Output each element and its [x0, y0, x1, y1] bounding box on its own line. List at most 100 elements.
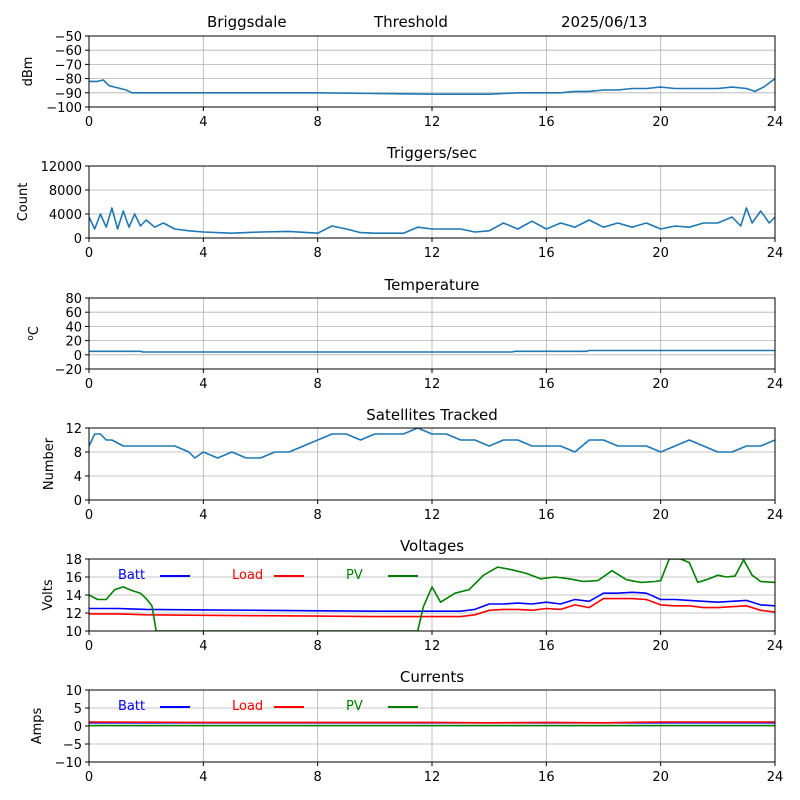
temperature-xtick-label: 24 — [767, 377, 784, 392]
triggers-ytick-label: 4000 — [49, 208, 82, 223]
triggers-xtick-label: 24 — [767, 246, 784, 261]
satellites-ytick-label: 0 — [74, 494, 82, 509]
currents-series-line-load — [89, 721, 775, 724]
voltages-legend-label-load: Load — [232, 568, 263, 583]
currents-xtick-label: 12 — [424, 770, 441, 785]
voltages-ytick-label: 14 — [65, 589, 82, 604]
satellites-ytick-label: 4 — [74, 470, 82, 485]
voltages-xtick-label: 20 — [652, 639, 669, 654]
currents-xtick-label: 4 — [199, 770, 207, 785]
voltages-panel-title: Voltages — [400, 537, 464, 555]
satellites-xtick-label: 8 — [314, 508, 322, 523]
triggers-xtick-label: 4 — [199, 246, 207, 261]
voltages-xtick-label: 8 — [314, 639, 322, 654]
satellites-xtick-label: 4 — [199, 508, 207, 523]
currents-ytick-label: −5 — [63, 738, 82, 753]
currents-ylabel: Amps — [30, 707, 45, 744]
satellites-xtick-label: 20 — [652, 508, 669, 523]
signal-xtick-label: 16 — [538, 115, 555, 130]
temperature-xtick-label: 4 — [199, 377, 207, 392]
triggers-ylabel: Count — [16, 183, 31, 222]
temperature-xtick-label: 12 — [424, 377, 441, 392]
currents-legend-label-load: Load — [232, 699, 263, 714]
signal-series-line-0 — [89, 77, 775, 95]
signal-xtick-label: 20 — [652, 115, 669, 130]
temperature-ytick-label: 60 — [65, 306, 82, 321]
signal-ytick-label: −80 — [55, 73, 82, 88]
satellites-xtick-label: 24 — [767, 508, 784, 523]
date-label: 2025/06/13 — [561, 13, 647, 31]
triggers-series-line-0 — [89, 207, 775, 234]
satellites-panel-title: Satellites Tracked — [366, 406, 497, 424]
station-name: Briggsdale — [207, 13, 287, 31]
currents-panel-title: Currents — [400, 668, 464, 686]
temperature-ylabel: oC — [26, 326, 42, 341]
satellites-xtick-label: 0 — [85, 508, 93, 523]
temperature-ytick-label: −20 — [55, 363, 82, 378]
satellites-ytick-label: 12 — [65, 422, 82, 437]
temperature-ytick-label: 0 — [74, 349, 82, 364]
currents-ytick-label: 5 — [74, 702, 82, 717]
currents-legend-label-batt: Batt — [118, 699, 145, 714]
temperature-ytick-label: 20 — [65, 335, 82, 350]
triggers-panel-title: Triggers/sec — [386, 144, 477, 162]
signal-xtick-label: 24 — [767, 115, 784, 130]
satellites-ytick-label: 8 — [74, 446, 82, 461]
satellites-xtick-label: 16 — [538, 508, 555, 523]
voltages-ylabel: Volts — [41, 579, 56, 611]
satellites-ylabel: Number — [42, 437, 57, 490]
mode-label: Threshold — [373, 13, 448, 31]
satellites-xtick-label: 12 — [424, 508, 441, 523]
triggers-ytick-label: 8000 — [49, 184, 82, 199]
voltages-series-line-batt — [89, 591, 775, 613]
signal-ytick-label: −60 — [55, 44, 82, 59]
temperature-xtick-label: 0 — [85, 377, 93, 392]
triggers-xtick-label: 12 — [424, 246, 441, 261]
voltages-series-line-pv — [89, 559, 775, 631]
currents-ytick-label: 0 — [74, 720, 82, 735]
temperature-xtick-label: 8 — [314, 377, 322, 392]
signal-xtick-label: 8 — [314, 115, 322, 130]
temperature-ytick-label: 80 — [65, 292, 82, 307]
voltages-xtick-label: 24 — [767, 639, 784, 654]
triggers-ytick-label: 12000 — [41, 160, 82, 175]
voltages-legend-label-batt: Batt — [118, 568, 145, 583]
temperature-panel-title: Temperature — [383, 276, 479, 294]
currents-xtick-label: 24 — [767, 770, 784, 785]
signal-ytick-label: −50 — [55, 30, 82, 45]
voltages-ytick-label: 18 — [65, 553, 82, 568]
temperature-xtick-label: 20 — [652, 377, 669, 392]
currents-ytick-label: 10 — [65, 684, 82, 699]
satellites-series-line-0 — [89, 428, 775, 459]
voltages-ytick-label: 12 — [65, 607, 82, 622]
signal-ylabel: dBm — [21, 57, 36, 87]
triggers-xtick-label: 16 — [538, 246, 555, 261]
currents-xtick-label: 0 — [85, 770, 93, 785]
currents-xtick-label: 16 — [538, 770, 555, 785]
signal-ytick-label: −100 — [46, 101, 82, 116]
voltages-xtick-label: 12 — [424, 639, 441, 654]
signal-xtick-label: 4 — [199, 115, 207, 130]
signal-xtick-label: 0 — [85, 115, 93, 130]
voltages-legend-label-pv: PV — [346, 568, 363, 583]
temperature-ytick-label: 40 — [65, 320, 82, 335]
triggers-ytick-label: 0 — [74, 232, 82, 247]
voltages-ytick-label: 10 — [65, 625, 82, 640]
currents-ytick-label: −10 — [55, 756, 82, 771]
currents-xtick-label: 8 — [314, 770, 322, 785]
signal-xtick-label: 12 — [424, 115, 441, 130]
signal-ytick-label: −70 — [55, 58, 82, 73]
voltages-ytick-label: 16 — [65, 571, 82, 586]
currents-xtick-label: 20 — [652, 770, 669, 785]
voltages-xtick-label: 16 — [538, 639, 555, 654]
voltages-series-line-load — [89, 597, 775, 618]
temperature-series-line-0 — [89, 349, 775, 353]
triggers-xtick-label: 20 — [652, 246, 669, 261]
triggers-xtick-label: 8 — [314, 246, 322, 261]
triggers-xtick-label: 0 — [85, 246, 93, 261]
currents-legend-label-pv: PV — [346, 699, 363, 714]
voltages-xtick-label: 4 — [199, 639, 207, 654]
signal-ytick-label: −90 — [55, 87, 82, 102]
